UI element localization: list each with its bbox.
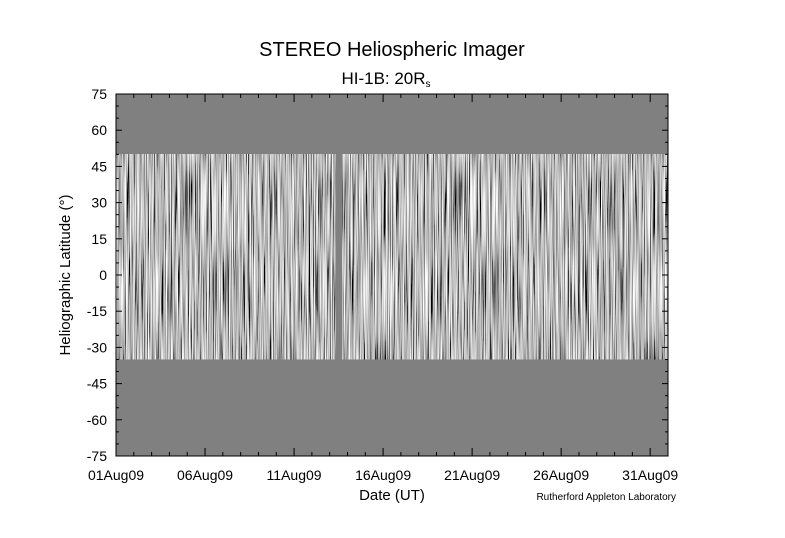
chart-subtitle: HI-1B: 20Rs: [341, 69, 430, 90]
x-tick-label: 26Aug09: [533, 467, 589, 483]
y-tick-label: 45: [91, 158, 107, 174]
data-gap: [335, 154, 343, 360]
x-tick-label: 01Aug09: [88, 467, 144, 483]
subtitle-subscript: s: [426, 79, 431, 90]
data-band-segment: [342, 154, 668, 360]
y-tick-label: 15: [91, 231, 107, 247]
y-tick-label: 0: [99, 267, 107, 283]
y-tick-label: 30: [91, 195, 107, 211]
y-tick-label: -60: [87, 412, 107, 428]
subtitle-main: HI-1B: 20R: [341, 69, 425, 88]
x-tick-label: 21Aug09: [444, 467, 500, 483]
x-tick-label: 11Aug09: [267, 467, 322, 483]
y-tick-label: -45: [87, 376, 107, 392]
x-axis-label: Date (UT): [359, 487, 425, 504]
y-tick-label: -30: [87, 339, 107, 355]
x-tick-label: 31Aug09: [622, 467, 678, 483]
x-tick-label: 06Aug09: [177, 467, 233, 483]
y-tick-label: 75: [91, 86, 107, 102]
x-tick-label: 16Aug09: [355, 467, 411, 483]
chart-title: STEREO Heliospheric Imager: [259, 39, 525, 61]
data-band-segment: [116, 154, 336, 360]
plot-area: [115, 93, 669, 457]
y-tick-label: 60: [91, 122, 107, 138]
x-axis: 01Aug09 06Aug09 11Aug09 16Aug09 21Aug09 26Aug…: [88, 94, 678, 483]
y-tick-label: -75: [87, 448, 107, 464]
y-axis: 75 60 45 30 15 0 -15 -30 -45 -60 -75: [87, 86, 668, 464]
y-tick-label: -15: [87, 303, 107, 319]
y-axis-label: Heliographic Latitude (°): [57, 194, 74, 355]
credit-label: Rutherford Appleton Laboratory: [536, 492, 676, 503]
